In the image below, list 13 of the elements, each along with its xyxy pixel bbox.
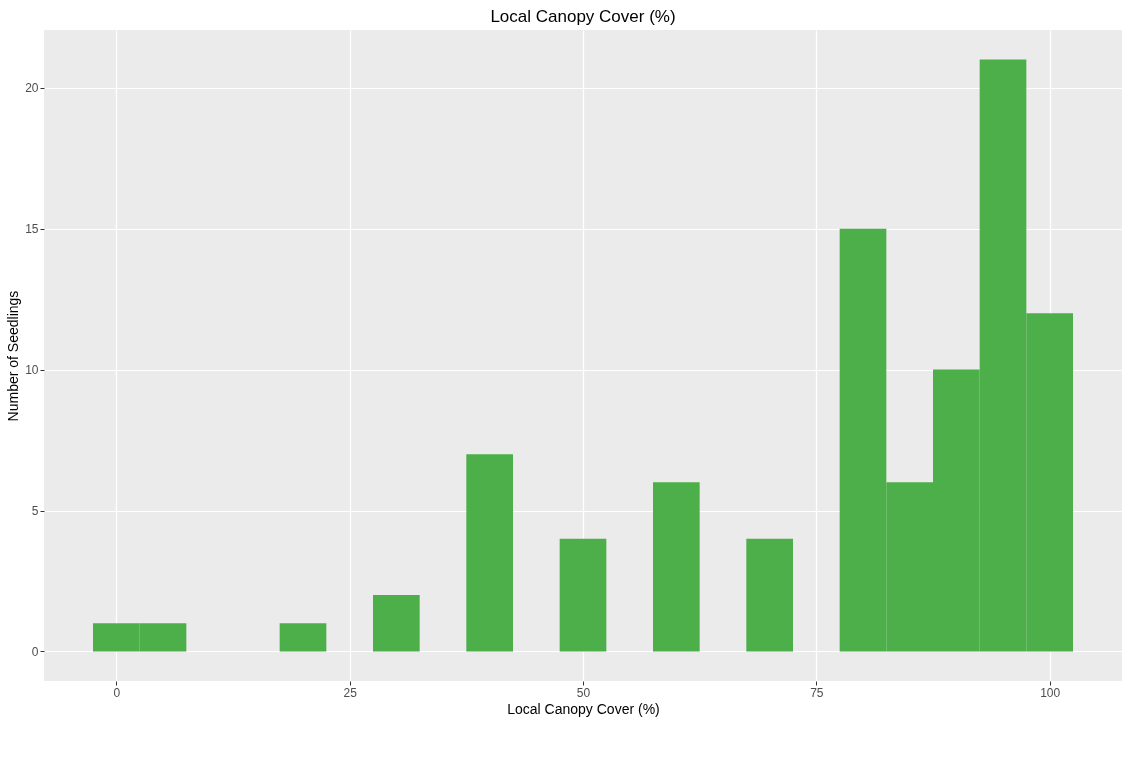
x-tick-label: 0 <box>113 685 121 700</box>
x-tick-label: 50 <box>576 685 591 700</box>
y-tick-label: 10 <box>25 363 39 378</box>
x-axis-title: Local Canopy Cover (%) <box>507 700 660 717</box>
x-tick-label: 75 <box>810 685 824 700</box>
y-tick-label: 15 <box>25 222 39 237</box>
x-tick-label: 100 <box>1040 685 1061 700</box>
y-tick-label: 5 <box>31 504 39 518</box>
y-tick-label: 0 <box>31 644 39 659</box>
y-tick-label: 20 <box>25 81 39 96</box>
x-tick-label: 25 <box>343 685 358 700</box>
chart-title: Local Canopy Cover (%) <box>490 7 676 26</box>
y-axis-title: Number of Seedlings <box>5 290 22 422</box>
